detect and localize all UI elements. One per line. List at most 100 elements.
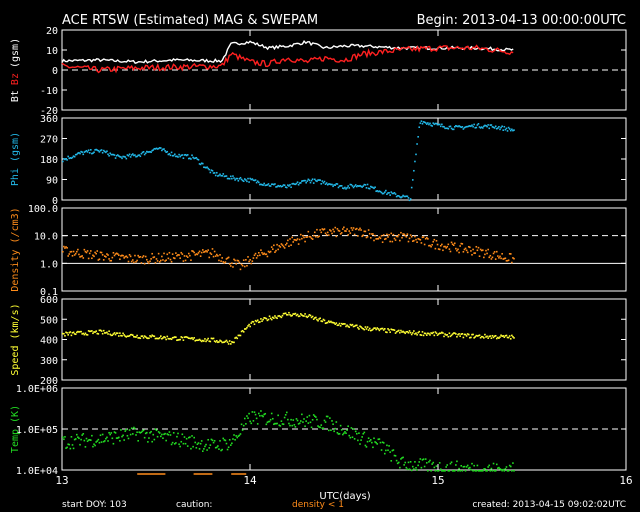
- data-point: [365, 446, 368, 448]
- data-point: [74, 153, 77, 156]
- y-axis-label-part: (gsm): [10, 38, 21, 68]
- data-point: [441, 243, 443, 246]
- data-point: [512, 129, 514, 132]
- data-point: [296, 238, 299, 240]
- data-point: [66, 159, 68, 161]
- data-point: [498, 257, 500, 259]
- data-point: [128, 335, 131, 337]
- data-point: [336, 324, 339, 327]
- data-point: [284, 312, 287, 315]
- data-point: [307, 178, 310, 181]
- data-point: [142, 255, 145, 257]
- data-point: [63, 158, 65, 160]
- data-point: [423, 465, 426, 468]
- data-point: [457, 248, 459, 251]
- data-point: [127, 335, 130, 338]
- data-point: [348, 187, 351, 189]
- data-point: [376, 190, 379, 192]
- data-point: [403, 195, 405, 198]
- data-point: [335, 183, 338, 185]
- data-point: [110, 432, 113, 434]
- data-point: [324, 232, 327, 235]
- data-point: [80, 150, 82, 153]
- data-point: [130, 427, 133, 430]
- data-point: [405, 466, 408, 469]
- data-point: [234, 337, 236, 339]
- data-point: [410, 186, 413, 189]
- data-point: [350, 227, 353, 229]
- data-point: [487, 124, 489, 126]
- data-point: [352, 186, 355, 189]
- data-point: [334, 323, 337, 325]
- data-point: [480, 470, 483, 472]
- data-point: [441, 331, 443, 334]
- data-point: [438, 248, 441, 251]
- data-point: [492, 252, 495, 255]
- data-point: [220, 449, 222, 452]
- data-point: [433, 238, 436, 241]
- data-point: [170, 443, 173, 446]
- data-point: [411, 332, 414, 334]
- data-point: [408, 237, 411, 240]
- data-point: [312, 318, 315, 320]
- data-point: [504, 468, 507, 470]
- data-point: [379, 441, 382, 444]
- data-point: [183, 336, 186, 339]
- data-point: [69, 251, 72, 253]
- data-point: [141, 256, 144, 259]
- data-point: [415, 332, 417, 335]
- data-point: [242, 180, 245, 183]
- data-point: [228, 263, 231, 265]
- data-point: [493, 251, 496, 253]
- data-point: [323, 180, 326, 183]
- data-point: [275, 249, 277, 252]
- data-point: [481, 249, 484, 251]
- data-point: [422, 334, 425, 337]
- data-point: [443, 125, 445, 128]
- data-point: [207, 249, 209, 251]
- data-point: [513, 257, 515, 260]
- data-point: [447, 127, 450, 130]
- data-point: [280, 420, 283, 422]
- data-point: [106, 150, 108, 153]
- data-point: [107, 333, 109, 335]
- data-point: [489, 335, 492, 337]
- data-point: [488, 256, 491, 259]
- data-point: [348, 326, 351, 328]
- data-point: [373, 437, 375, 440]
- data-point: [292, 241, 295, 243]
- data-point: [245, 423, 247, 425]
- data-point: [235, 177, 237, 180]
- data-point: [270, 183, 273, 186]
- data-point: [508, 252, 511, 255]
- data-point: [395, 459, 398, 462]
- data-point: [212, 441, 215, 444]
- data-point: [285, 411, 288, 414]
- data-point: [166, 150, 169, 153]
- data-point: [456, 249, 458, 252]
- data-point: [122, 254, 124, 257]
- data-point: [284, 243, 287, 246]
- data-point: [453, 332, 456, 334]
- data-point: [361, 327, 363, 329]
- data-point: [248, 181, 250, 183]
- data-point: [240, 178, 243, 181]
- data-point: [351, 436, 354, 439]
- data-point: [506, 130, 509, 132]
- data-point: [344, 431, 346, 433]
- data-point: [127, 154, 130, 157]
- data-point: [113, 254, 116, 257]
- data-point: [99, 251, 102, 254]
- data-point: [347, 234, 349, 236]
- data-point: [173, 336, 176, 338]
- data-point: [487, 248, 489, 251]
- data-point: [225, 339, 228, 342]
- data-point: [243, 178, 246, 180]
- data-point: [395, 330, 398, 333]
- data-point: [376, 327, 379, 329]
- data-point: [445, 127, 447, 130]
- data-point: [508, 464, 511, 467]
- data-point: [66, 332, 68, 334]
- data-point: [83, 151, 86, 153]
- data-point: [332, 228, 334, 231]
